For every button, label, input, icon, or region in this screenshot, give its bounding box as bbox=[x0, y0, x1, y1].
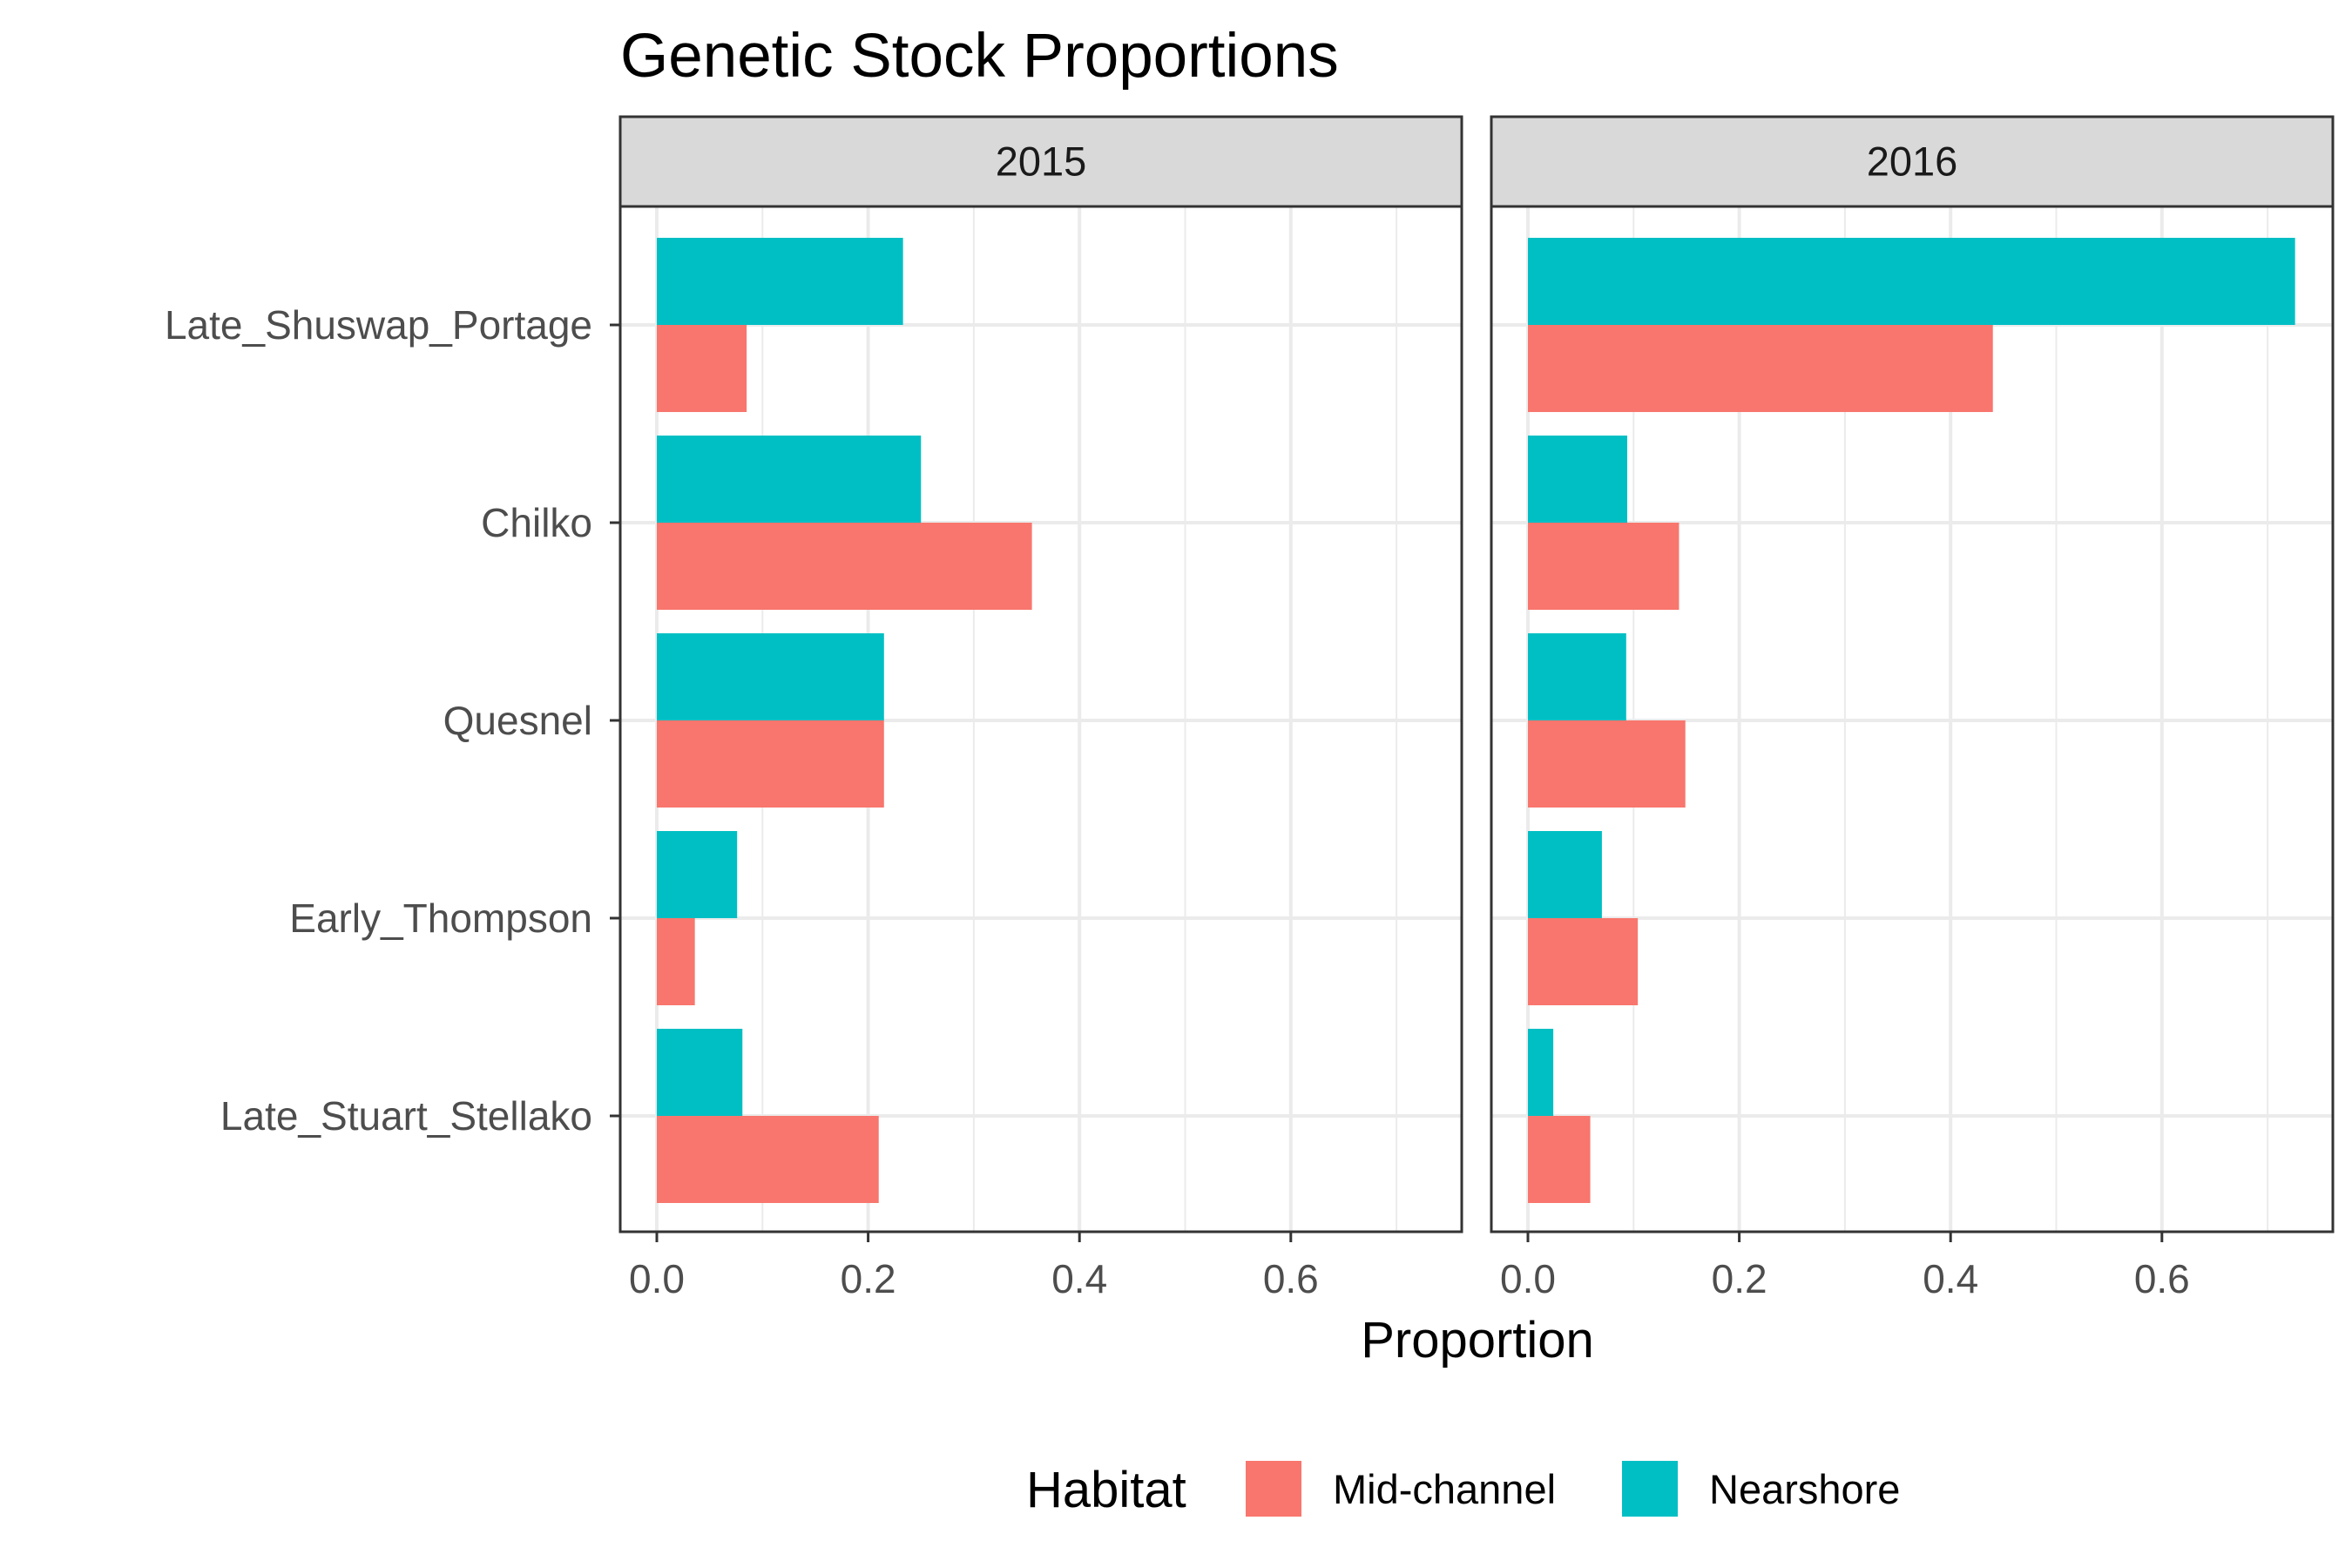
bar-2016-late-shuswap-portage-nearshore bbox=[1528, 238, 2295, 325]
legend-title: Habitat bbox=[1026, 1462, 1186, 1518]
legend-key-nearshore bbox=[1622, 1461, 1678, 1517]
bar-2016-late-shuswap-portage-mid-channel bbox=[1528, 325, 1993, 412]
facet-strip bbox=[618, 115, 1463, 208]
y-axis: Late_Shuswap_Portage Chilko Quesnel Early_T… bbox=[165, 302, 620, 1139]
facet-strip-label: 2015 bbox=[996, 139, 1087, 185]
y-tick-label: Quesnel bbox=[443, 698, 592, 743]
y-tick-label: Late_Stuart_Stellako bbox=[220, 1093, 592, 1139]
x-tick-label: 0.4 bbox=[1051, 1256, 1107, 1301]
x-tick-label: 0.2 bbox=[841, 1256, 896, 1301]
bar-2015-early-thompson-nearshore bbox=[657, 831, 738, 918]
bar-2015-quesnel-nearshore bbox=[657, 633, 884, 720]
x-tick-label: 0.0 bbox=[629, 1256, 685, 1301]
legend: Habitat Mid-channel Nearshore bbox=[1026, 1461, 1900, 1518]
bar-2015-late-shuswap-portage-nearshore bbox=[657, 238, 903, 325]
x-tick-label: 0.6 bbox=[1263, 1256, 1319, 1301]
bar-2015-chilko-nearshore bbox=[657, 436, 922, 523]
x-tick-label: 0.4 bbox=[1923, 1256, 1978, 1301]
bar-2015-quesnel-mid-channel bbox=[657, 720, 884, 808]
bar-2016-quesnel-mid-channel bbox=[1528, 720, 1686, 808]
x-tick-label: 0.0 bbox=[1500, 1256, 1556, 1301]
bar-2016-chilko-mid-channel bbox=[1528, 523, 1680, 610]
bar-2016-quesnel-nearshore bbox=[1528, 633, 1626, 720]
legend-label-nearshore: Nearshore bbox=[1709, 1466, 1900, 1512]
x-tick-label: 0.6 bbox=[2134, 1256, 2190, 1301]
chart-title: Genetic Stock Proportions bbox=[620, 22, 1339, 91]
bar-2016-early-thompson-nearshore bbox=[1528, 831, 1602, 918]
facet-strip bbox=[1490, 115, 2335, 208]
y-tick-label: Chilko bbox=[481, 500, 592, 545]
bar-2015-late-stuart-stellako-nearshore bbox=[657, 1029, 743, 1116]
bar-2016-chilko-nearshore bbox=[1528, 436, 1628, 523]
bar-2016-late-stuart-stellako-mid-channel bbox=[1528, 1116, 1591, 1203]
bar-2015-late-shuswap-portage-mid-channel bbox=[657, 325, 747, 412]
bar-2015-early-thompson-mid-channel bbox=[657, 918, 695, 1005]
facet-panels: 2015 0.0 0.2 0.4 0.6 2016 0.0 0.2 0.4 0.6 bbox=[618, 115, 2335, 1301]
y-tick-label: Late_Shuswap_Portage bbox=[165, 302, 592, 348]
bar-2016-early-thompson-mid-channel bbox=[1528, 918, 1639, 1005]
legend-key-mid-channel bbox=[1246, 1461, 1301, 1517]
facet-strip-label: 2016 bbox=[1867, 139, 1958, 185]
bar-2015-chilko-mid-channel bbox=[657, 523, 1032, 610]
bar-2016-late-stuart-stellako-nearshore bbox=[1528, 1029, 1554, 1116]
legend-label-mid-channel: Mid-channel bbox=[1333, 1466, 1556, 1512]
facet-panel-2015: 2015 0.0 0.2 0.4 0.6 bbox=[618, 115, 1463, 1301]
bar-2015-late-stuart-stellako-mid-channel bbox=[657, 1116, 879, 1203]
y-tick-label: Early_Thompson bbox=[289, 896, 592, 941]
x-axis-title: Proportion bbox=[1361, 1312, 1594, 1369]
x-tick-label: 0.2 bbox=[1712, 1256, 1767, 1301]
facet-panel-2016: 2016 0.0 0.2 0.4 0.6 bbox=[1490, 115, 2335, 1301]
